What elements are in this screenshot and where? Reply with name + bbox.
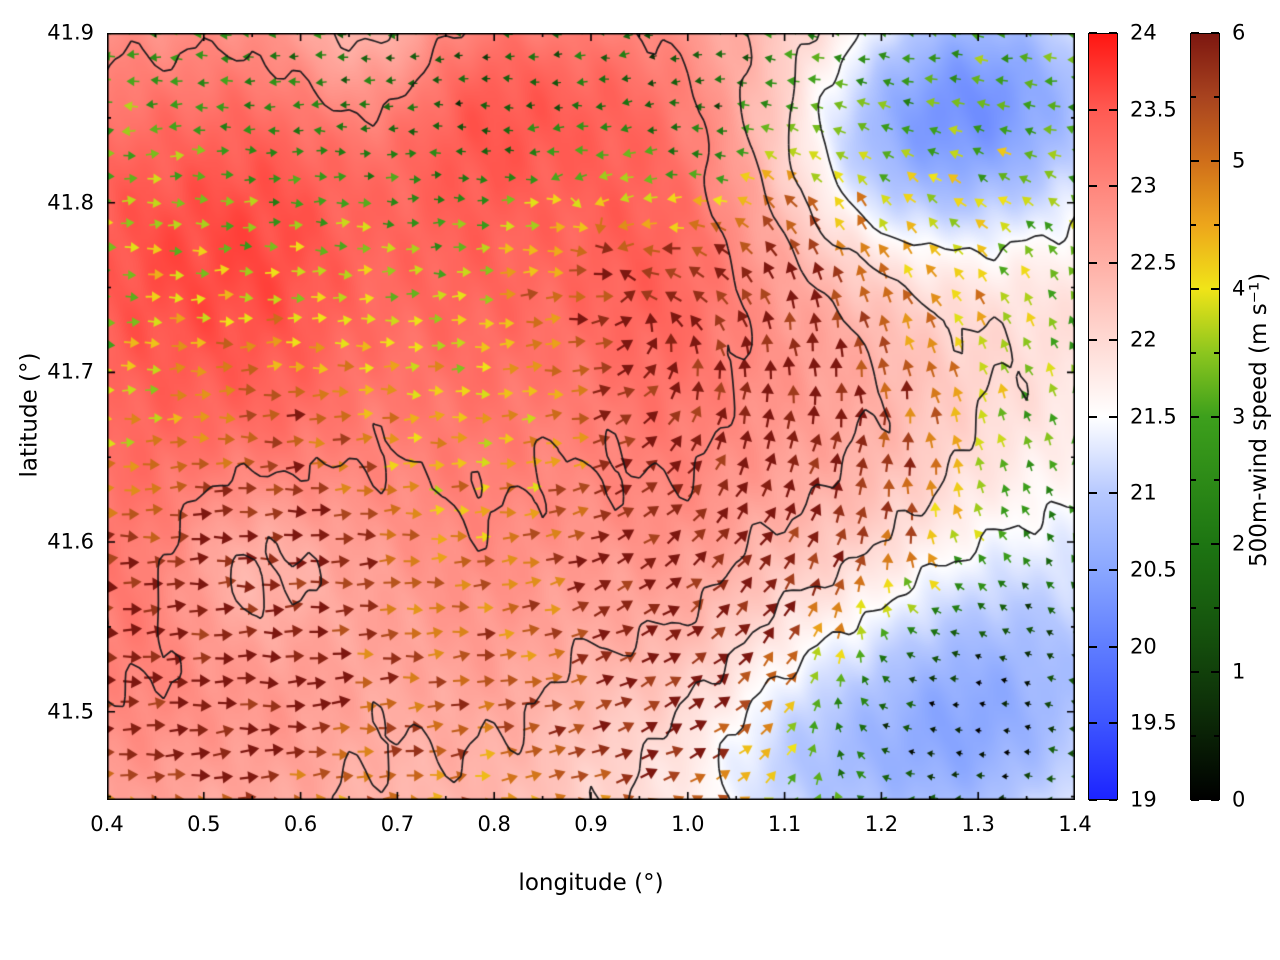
wind-speed-colorbar-minor-tick (1191, 735, 1196, 738)
wind-speed-colorbar-tick (1191, 671, 1199, 674)
wind-speed-colorbar-tick (1211, 415, 1219, 418)
wind-speed-colorbar-tick (1191, 159, 1199, 162)
wind-speed-colorbar-tick-label: 0 (1232, 787, 1246, 812)
wind-speed-colorbar-minor-tick (1214, 223, 1219, 226)
wind-speed-colorbar-tick (1191, 32, 1199, 34)
y-tick-label: 41.5 (47, 699, 94, 724)
wind-speed-colorbar-minor-tick (1214, 351, 1219, 354)
x-tick-label: 0.5 (187, 812, 221, 836)
x-axis-label: longitude (°) (518, 870, 664, 896)
temperature-colorbar-tick (1109, 338, 1117, 341)
wind-speed-colorbar-tick-label: 1 (1232, 659, 1246, 684)
temperature-colorbar-tick (1109, 799, 1117, 801)
x-tick-label: 0.6 (283, 812, 318, 836)
y-tick-label: 41.6 (47, 529, 94, 554)
wind-speed-colorbar-tick (1211, 159, 1219, 162)
temperature-colorbar-tick (1089, 722, 1097, 725)
temperature-colorbar-tick (1109, 262, 1117, 265)
wind-speed-colorbar-tick (1191, 799, 1199, 801)
x-tick-label: 1.0 (671, 812, 705, 836)
wind-speed-colorbar-label: 500m-wind speed (m s⁻¹) (1246, 272, 1272, 568)
x-tick-label: 0.7 (380, 812, 415, 836)
temperature-colorbar-tick-label: 20.5 (1130, 557, 1177, 582)
temperature-colorbar-tick-label: 21.5 (1130, 404, 1177, 428)
temperature-colorbar-tick (1109, 185, 1117, 188)
wind-speed-colorbar-minor-tick (1214, 607, 1219, 610)
temperature-colorbar-tick-label: 23 (1130, 173, 1157, 198)
temperature-colorbar-tick (1109, 568, 1117, 571)
temperature-colorbar-tick (1089, 415, 1097, 418)
wind-speed-colorbar-minor-tick (1191, 607, 1196, 610)
temperature-colorbar-tick (1089, 799, 1097, 801)
wind-speed-colorbar-minor-tick (1191, 351, 1196, 354)
wind-speed-colorbar-tick-label: 6 (1232, 20, 1246, 45)
wind-speed-colorbar-tick (1211, 543, 1219, 546)
wind-speed-colorbar-tick-label: 2 (1232, 531, 1246, 556)
wind-speed-colorbar-tick (1211, 671, 1219, 674)
y-axis-label: latitude (°) (16, 352, 43, 478)
temperature-colorbar-tick (1089, 645, 1097, 648)
vector-field-map (107, 33, 1075, 800)
temperature-colorbar-tick-label: 21 (1130, 480, 1157, 505)
temperature-colorbar-tick (1109, 415, 1117, 418)
x-tick-label: 1.2 (864, 812, 899, 836)
x-tick-label: 0.8 (477, 812, 511, 836)
wind-speed-colorbar-minor-tick (1214, 735, 1219, 738)
temperature-colorbar-tick-label: 19.5 (1130, 710, 1177, 735)
plot-area (107, 33, 1075, 800)
temperature-colorbar-tick (1089, 108, 1097, 111)
temperature-colorbar-tick (1089, 185, 1097, 188)
temperature-colorbar-tick (1109, 32, 1117, 34)
y-tick-label: 41.9 (47, 20, 94, 45)
y-tick-label: 41.7 (47, 359, 94, 384)
temperature-colorbar-tick (1109, 722, 1117, 725)
temperature-colorbar-tick-label: 19 (1130, 787, 1157, 812)
temperature-colorbar-tick (1089, 262, 1097, 265)
wind-speed-colorbar-tick-label: 3 (1232, 404, 1246, 428)
temperature-colorbar-tick (1089, 338, 1097, 341)
wind-speed-colorbar-minor-tick (1191, 223, 1196, 226)
wind-speed-colorbar-minor-tick (1191, 479, 1196, 482)
temperature-colorbar-tick (1109, 108, 1117, 111)
x-tick-label: 0.4 (90, 812, 124, 836)
wind-speed-colorbar-minor-tick (1214, 479, 1219, 482)
x-tick-label: 1.3 (961, 812, 995, 836)
temperature-colorbar-tick-label: 20 (1130, 634, 1157, 659)
wind-speed-colorbar-tick (1191, 415, 1199, 418)
wind-speed-colorbar-tick (1211, 287, 1219, 290)
wind-speed-colorbar-tick (1191, 287, 1199, 290)
wind-speed-colorbar-minor-tick (1191, 95, 1196, 98)
wind-speed-colorbar-tick-label: 5 (1232, 148, 1246, 173)
wind-speed-colorbar-tick (1211, 32, 1219, 34)
x-tick-label: 1.4 (1058, 812, 1092, 836)
temperature-colorbar-tick (1089, 568, 1097, 571)
wind-speed-colorbar-tick (1191, 543, 1199, 546)
wind-speed-colorbar-tick-label: 4 (1232, 276, 1246, 301)
temperature-colorbar-tick-label: 22 (1130, 327, 1157, 352)
temperature-colorbar-tick (1089, 32, 1097, 34)
wind-speed-colorbar-tick (1211, 799, 1219, 801)
temperature-colorbar-tick (1089, 492, 1097, 495)
wind-speed-colorbar-minor-tick (1214, 95, 1219, 98)
temperature-colorbar-tick-label: 24 (1130, 20, 1157, 45)
temperature-colorbar-tick (1109, 645, 1117, 648)
temperature-colorbar-tick-label: 22.5 (1130, 250, 1177, 275)
x-tick-label: 0.9 (574, 812, 608, 836)
temperature-colorbar-tick-label: 23.5 (1130, 97, 1177, 122)
y-tick-label: 41.8 (47, 190, 94, 215)
x-tick-label: 1.1 (767, 812, 802, 836)
temperature-colorbar-tick (1109, 492, 1117, 495)
